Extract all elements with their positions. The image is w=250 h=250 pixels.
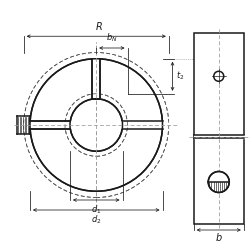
- Text: $b_N$: $b_N$: [106, 32, 118, 44]
- Circle shape: [208, 172, 229, 192]
- Circle shape: [214, 71, 224, 81]
- Text: $d_2$: $d_2$: [91, 214, 102, 226]
- Polygon shape: [11, 121, 181, 129]
- Bar: [194, 135, 244, 224]
- Bar: [194, 32, 244, 138]
- Text: R: R: [96, 22, 102, 32]
- Text: b: b: [216, 233, 222, 243]
- Polygon shape: [92, 50, 100, 99]
- Polygon shape: [15, 116, 31, 134]
- Text: $t_2$: $t_2$: [176, 70, 184, 82]
- Text: $d_1$: $d_1$: [91, 204, 102, 216]
